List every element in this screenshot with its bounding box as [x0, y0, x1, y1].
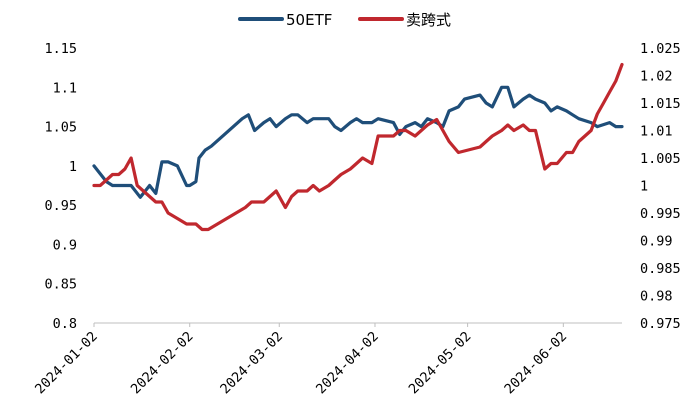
y-right-tick-label: 1.01 [640, 124, 673, 140]
legend-label: 50ETF [286, 11, 332, 29]
y-left-tick-label: 1.1 [53, 80, 77, 96]
x-tick-label: 2024-04-02 [313, 329, 382, 398]
x-tick-label: 2024-06-02 [501, 329, 570, 398]
series-line-50etf [92, 85, 624, 199]
x-tick-label: 2024-02-02 [128, 329, 197, 398]
y-left-tick-label: 0.9 [53, 237, 77, 253]
y-left-tick-label: 1.05 [44, 120, 77, 136]
y-right-tick-label: 1 [640, 179, 648, 195]
y-right-tick-label: 0.98 [640, 289, 673, 305]
x-tick-labels: 2024-01-02 2024-02-02 2024-03-02 2024-04-02… [32, 329, 570, 398]
series-lines [92, 62, 624, 232]
y-left-tick-label: 0.8 [53, 316, 77, 332]
y-right-tick-label: 0.99 [640, 234, 673, 250]
y-left-tick-label: 1 [69, 159, 77, 175]
x-tick-label: 2024-01-02 [32, 329, 101, 398]
x-tick-label: 2024-05-02 [406, 329, 475, 398]
series-line-short-straddle [92, 62, 624, 232]
y-left-tick-label: 1.15 [44, 41, 77, 57]
y-right-tick-label: 1.025 [640, 41, 681, 57]
y-right-tick-label: 0.995 [640, 206, 681, 222]
y-right-tick-label: 1.015 [640, 96, 681, 112]
y-right-tick-label: 1.02 [640, 69, 673, 85]
legend: 50ETF 卖跨式 [238, 11, 451, 29]
y-right-tick-labels: 0.975 0.98 0.985 0.99 0.995 1 1.005 1.01 1.015 1.… [640, 41, 681, 332]
y-left-tick-label: 0.95 [44, 198, 77, 214]
y-right-tick-label: 1.005 [640, 151, 681, 167]
y-left-tick-labels: 0.8 0.85 0.9 0.95 1 1.05 1.1 1.15 [44, 41, 77, 332]
y-right-tick-label: 0.985 [640, 261, 681, 277]
x-tick-label: 2024-03-02 [217, 329, 286, 398]
y-right-tick-label: 0.975 [640, 316, 681, 332]
axes [93, 322, 622, 327]
legend-label: 卖跨式 [406, 11, 451, 29]
y-left-tick-label: 0.85 [44, 277, 77, 293]
